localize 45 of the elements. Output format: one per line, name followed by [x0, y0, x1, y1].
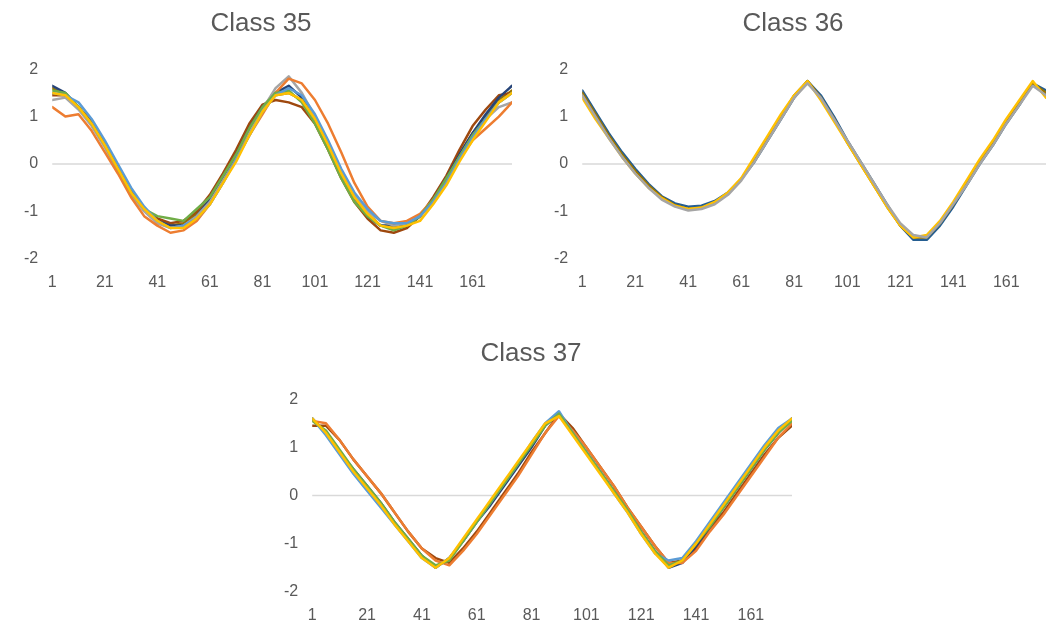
y-tick-label: -2	[23, 249, 39, 267]
x-tick-label: 61	[732, 272, 751, 290]
x-tick-label: 141	[682, 605, 710, 623]
chart-title: Class 37	[480, 336, 582, 367]
y-tick-label: 2	[289, 389, 299, 407]
y-tick-label: 1	[559, 107, 569, 125]
x-tick-label: 161	[459, 272, 487, 290]
x-tick-label: 21	[626, 272, 645, 290]
x-tick-label: 21	[358, 605, 377, 623]
y-tick-label: -1	[553, 201, 569, 219]
x-tick-label: 161	[737, 605, 765, 623]
y-tick-label: -2	[283, 582, 299, 600]
x-tick-label: 81	[253, 272, 272, 290]
y-tick-label: 0	[559, 154, 569, 172]
x-tick-label: 41	[679, 272, 698, 290]
x-tick-label: 101	[301, 272, 329, 290]
y-tick-label: 0	[289, 485, 299, 503]
x-tick-label: 161	[992, 272, 1020, 290]
x-tick-label: 61	[467, 605, 486, 623]
y-tick-label: 2	[29, 59, 39, 77]
x-tick-label: 101	[833, 272, 861, 290]
y-tick-label: -1	[283, 534, 299, 552]
x-tick-label: 121	[886, 272, 914, 290]
x-tick-label: 1	[307, 605, 317, 623]
y-tick-label: -1	[23, 201, 39, 219]
x-tick-label: 21	[95, 272, 114, 290]
x-tick-label: 121	[354, 272, 381, 290]
x-tick-label: 81	[522, 605, 541, 623]
chart-title: Class 35	[210, 6, 312, 37]
x-tick-label: 61	[200, 272, 219, 290]
x-tick-label: 1	[47, 272, 57, 290]
y-tick-label: 0	[29, 154, 39, 172]
x-tick-label: 41	[412, 605, 431, 623]
x-tick-label: 41	[148, 272, 167, 290]
y-tick-label: 2	[559, 59, 569, 77]
x-tick-label: 81	[785, 272, 804, 290]
chart-title: Class 36	[742, 6, 844, 37]
x-tick-label: 121	[627, 605, 655, 623]
x-tick-label: 101	[573, 605, 600, 623]
y-tick-label: -2	[553, 249, 569, 267]
y-tick-label: 1	[289, 437, 299, 455]
x-tick-label: 141	[939, 272, 967, 290]
x-tick-label: 1	[577, 272, 587, 290]
x-tick-label: 141	[406, 272, 434, 290]
y-tick-label: 1	[29, 107, 39, 125]
